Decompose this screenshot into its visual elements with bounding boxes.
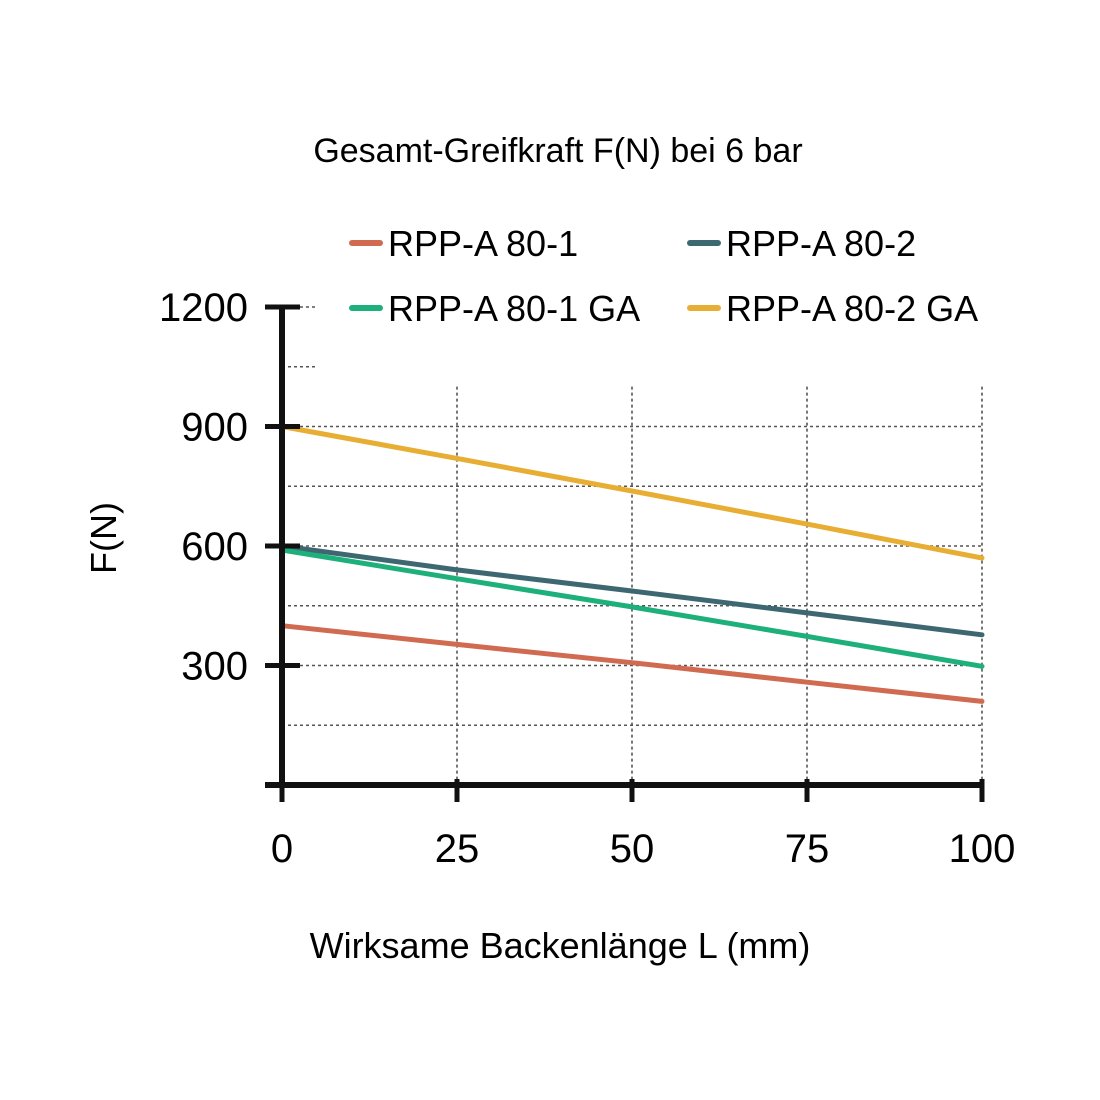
- axes: [265, 304, 985, 802]
- series-line-1: [279, 623, 985, 704]
- y-tick-label: 1200: [159, 286, 248, 330]
- legend-label-2: RPP-A 80-2: [726, 223, 916, 264]
- y-tick-label: 600: [181, 525, 248, 569]
- legend-label-1: RPP-A 80-1: [388, 223, 578, 264]
- x-tick-label: 100: [949, 827, 1016, 871]
- chart-title: Gesamt-Greifkraft F(N) bei 6 bar: [313, 132, 802, 170]
- x-tick-label: 25: [435, 827, 480, 871]
- grid: [282, 306, 983, 785]
- y-axis-label: F(N): [83, 502, 124, 574]
- y-tick-label: 300: [181, 645, 248, 689]
- x-tick-label: 50: [610, 827, 655, 871]
- y-tick-label: 900: [181, 406, 248, 450]
- series-line-4: [279, 424, 985, 561]
- x-tick-label: 75: [785, 827, 830, 871]
- tick-labels: 300 600 900 1200 0 25 50 75 100: [159, 286, 1015, 871]
- series-line-3: [279, 547, 985, 669]
- series-line-2: [279, 543, 985, 638]
- x-axis-label: Wirksame Backenlänge L (mm): [310, 925, 811, 966]
- x-tick-label: 0: [271, 827, 293, 871]
- legend-label-3: RPP-A 80-1 GA: [388, 288, 640, 329]
- legend-label-4: RPP-A 80-2 GA: [726, 288, 978, 329]
- series-lines: [279, 424, 985, 704]
- legend: RPP-A 80-1 RPP-A 80-2 RPP-A 80-1 GA RPP-A 8…: [349, 223, 978, 329]
